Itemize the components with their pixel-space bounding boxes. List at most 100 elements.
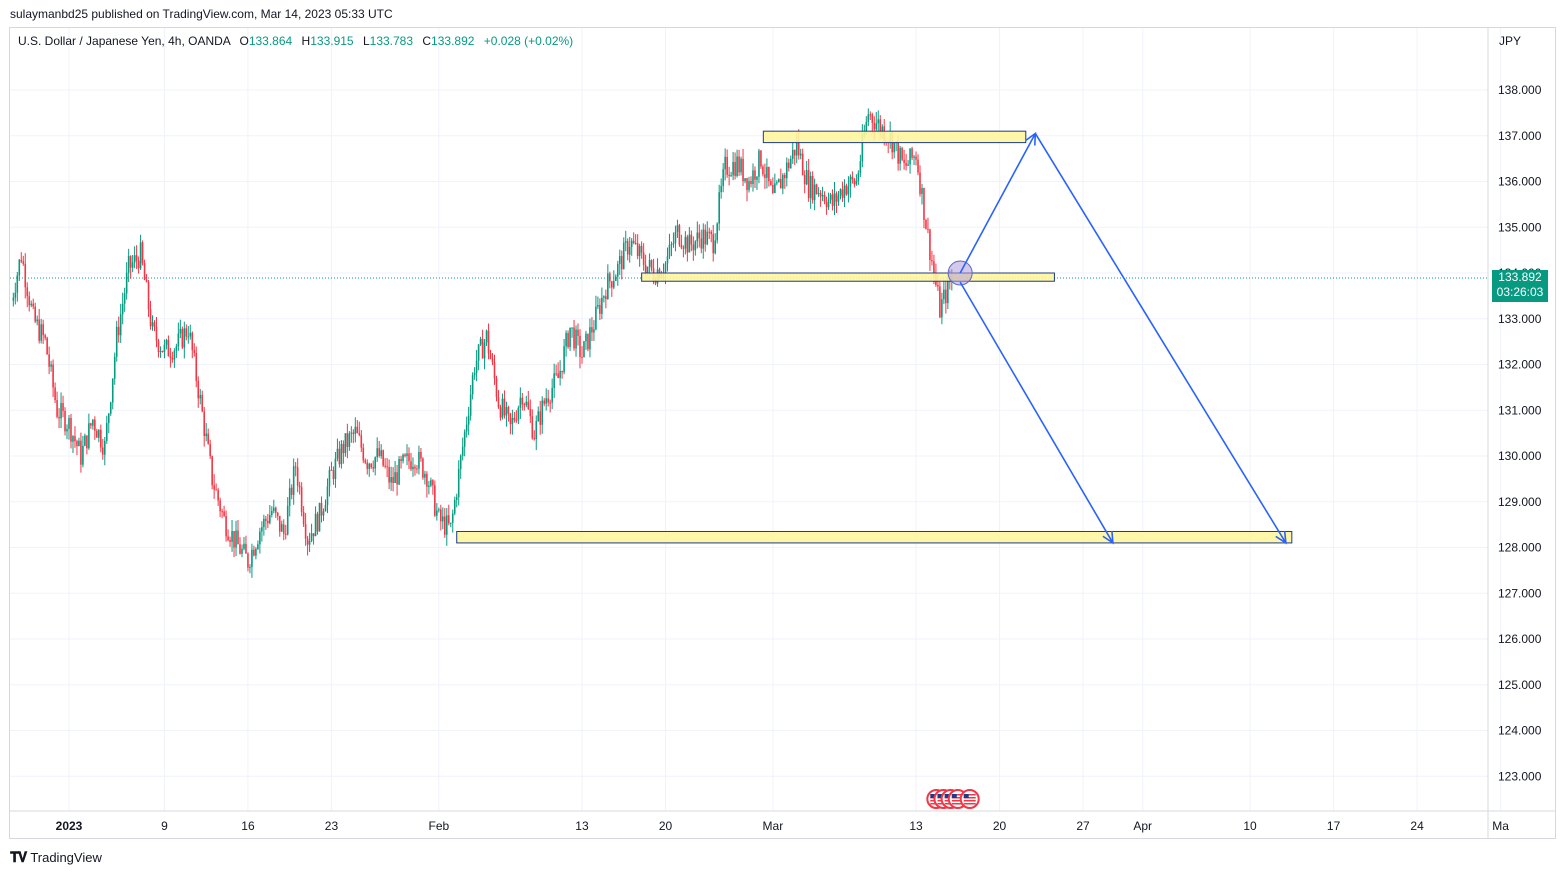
candle-body [517,407,520,421]
support-resistance-zone[interactable] [641,272,1055,282]
candle-body [919,172,921,194]
candle-body [559,370,561,378]
candle-body [744,178,746,182]
candle-body [78,440,80,447]
support-resistance-zone[interactable] [456,530,1293,544]
candle-body [139,242,142,269]
candle-body [276,512,279,516]
candle-body [871,114,874,123]
high-label: H [301,34,311,48]
candle-body [155,327,158,341]
candle-body [668,244,671,257]
forecast-arrow[interactable] [959,281,1114,544]
forecast-arrow[interactable] [1034,133,1287,544]
candle-body [696,232,699,242]
candle-body [595,306,597,330]
candle-body [205,433,207,437]
brand[interactable]: 𝐓𝐕 TradingView [10,849,102,866]
candle-body [475,360,478,373]
candle-body [947,278,949,304]
candle-body [183,328,186,348]
candle-body [909,148,911,165]
candle-body [302,512,305,525]
candle-body [630,240,633,247]
candle-body [622,242,625,270]
candle-body [288,487,291,506]
candle-body [791,149,794,159]
y-tick-label: 135.000 [1498,220,1542,234]
candle-body [943,289,945,300]
x-tick-label: 24 [1410,819,1424,833]
candle-body [125,272,128,294]
candle-body [153,322,156,328]
candle-body [420,452,422,459]
candle-body [571,327,573,329]
candle-body [249,567,251,569]
candle-body [292,466,295,495]
candle-body [907,164,909,166]
candle-body [400,459,402,462]
candle-body [304,524,307,539]
candle-body [406,453,408,457]
candle-body [632,240,635,244]
forecast-arrow[interactable] [959,133,1037,274]
candle-body [569,327,571,348]
candle-body [440,509,442,522]
close-label: C [422,34,432,48]
candle-body [322,511,325,516]
candle-body [201,394,204,412]
candle-body [726,156,728,175]
candle-body [422,458,424,478]
candle-body [368,463,371,469]
candle-body [348,433,351,447]
x-tick-label: 20 [659,819,673,833]
candle-body [217,489,219,501]
candle-body [376,448,378,458]
candle-body [64,410,66,432]
candle-body [316,513,319,532]
candle-body [817,193,820,195]
candle-body [356,426,359,434]
candle-body [16,275,19,293]
flag-canton [944,794,950,798]
candle-body [364,460,367,463]
flag-canton [930,794,936,798]
drawing-zones[interactable] [456,130,1293,544]
price-axis[interactable]: 138.000137.000136.000135.000134.000133.0… [1487,28,1542,838]
support-resistance-zone[interactable] [762,130,1027,144]
symbol-name[interactable]: U.S. Dollar / Japanese Yen, 4h, OANDA [18,34,231,48]
candle-body [278,515,281,532]
candle-body [678,225,681,245]
candle-body [813,184,816,201]
candle-body [107,413,110,424]
candle-body [336,448,339,459]
candle-body [72,436,74,442]
candle-body [54,387,56,401]
candle-body [491,358,494,363]
bar-countdown: 03:26:03 [1496,285,1544,299]
us-event-flag-icon[interactable] [959,789,980,809]
candle-body [378,448,380,456]
candle-body [825,202,828,208]
event-flags[interactable] [926,789,980,809]
candle-body [100,430,102,448]
candle-body [272,507,275,511]
candle-body [927,228,929,230]
candle-body [326,486,329,506]
candle-body [712,234,715,254]
candle-body [581,357,583,359]
currency-label[interactable]: JPY [1499,34,1522,48]
candle-body [905,162,907,166]
drawing-arrows[interactable] [959,131,1287,545]
candle-body [161,350,164,352]
candle-body [640,245,643,253]
candle-body [567,333,569,348]
flag-stripe [951,803,964,805]
time-axis[interactable]: 2023 9 16 23 Feb 13 20 Mar 13 20 27 Apr 10 17 24 Ma [10,810,1556,833]
candle-body [545,398,547,404]
candle-body [752,170,754,185]
candle-body [257,544,259,549]
candle-body [86,435,88,449]
y-tick-label: 127.000 [1498,586,1542,600]
